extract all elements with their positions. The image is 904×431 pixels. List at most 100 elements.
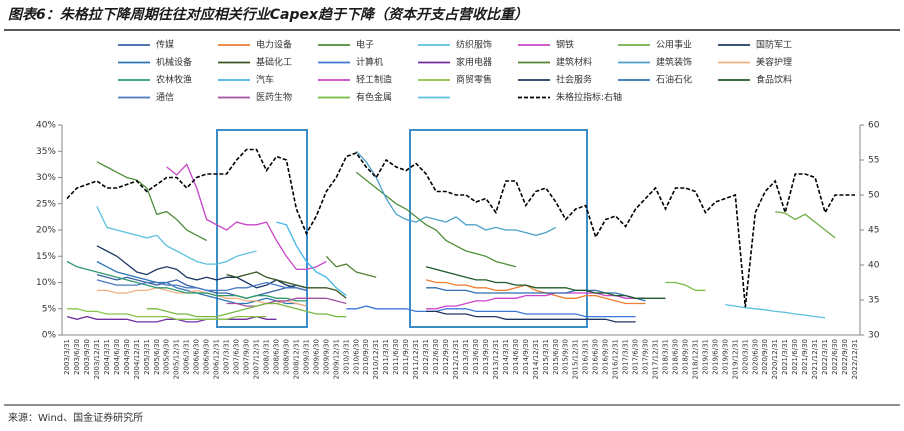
legend-label: 电力设备	[256, 39, 292, 51]
series-line	[355, 150, 557, 236]
legend-label: 汽车	[256, 74, 274, 86]
x-tick-label: 2020/6/30	[751, 339, 759, 375]
x-tick-label: 2007/12/31	[253, 339, 261, 379]
series-line	[66, 315, 277, 323]
series-line	[775, 210, 836, 239]
legend-label: 家用电器	[456, 56, 492, 68]
x-tick-label: 2018/6/30	[671, 339, 679, 375]
x-tick-label: 2003/3/31	[63, 339, 71, 375]
chart-title: 图表6：朱格拉下降周期往往对应相关行业Capex趋于下降（资本开支占营收比重）	[8, 6, 528, 23]
x-tick-label: 2005/3/31	[143, 339, 151, 375]
x-tick-label: 2018/9/30	[681, 339, 689, 375]
x-tick-label: 2015/9/30	[562, 339, 570, 375]
y2-tick-label: 40	[868, 261, 880, 271]
x-tick-label: 2003/12/31	[93, 339, 101, 379]
legend-label: 朱格拉指标:右轴	[556, 91, 622, 103]
x-tick-label: 2011/6/30	[392, 339, 400, 375]
series-line	[96, 161, 517, 268]
x-tick-label: 2015/3/31	[542, 339, 550, 375]
x-tick-label: 2021/9/30	[801, 339, 809, 375]
legend-label: 建筑材料	[556, 56, 592, 68]
x-tick-label: 2013/6/30	[472, 339, 480, 375]
y2-tick-label: 35	[868, 296, 879, 306]
series-line	[346, 305, 636, 318]
x-tick-label: 2007/9/30	[243, 339, 251, 375]
x-tick-label: 2012/6/30	[432, 339, 440, 375]
y-tick-label: 35%	[36, 147, 56, 157]
series-line	[426, 292, 646, 310]
series-line	[66, 148, 855, 308]
x-tick-label: 2012/9/30	[442, 339, 450, 375]
y2-tick-label: 50	[868, 191, 880, 201]
legend-label: 传媒	[156, 39, 174, 51]
legend-label: 农林牧渔	[156, 74, 192, 86]
legend-label: 公用事业	[656, 39, 692, 51]
series-line	[425, 279, 646, 305]
x-tick-label: 2005/6/30	[153, 339, 161, 375]
x-tick-label: 2004/3/31	[103, 339, 111, 375]
x-tick-label: 2007/6/30	[233, 339, 241, 375]
x-tick-label: 2010/12/31	[372, 339, 380, 379]
x-tick-label: 2006/9/30	[203, 339, 211, 375]
x-tick-label: 2017/3/31	[622, 339, 630, 375]
x-tick-label: 2019/12/31	[731, 339, 739, 379]
y-tick-label: 15%	[36, 252, 56, 262]
series-line	[276, 221, 347, 297]
x-tick-label: 2017/9/30	[642, 339, 650, 375]
x-tick-label: 2017/6/30	[632, 339, 640, 375]
x-tick-label: 2013/3/31	[462, 339, 470, 375]
legend-label: 基础化工	[256, 56, 292, 68]
series-line	[226, 297, 347, 307]
x-tick-label: 2003/9/30	[83, 339, 91, 375]
highlight-box	[216, 129, 308, 328]
x-tick-label: 2013/12/31	[492, 339, 500, 379]
series-line	[67, 308, 267, 320]
x-tick-label: 2013/9/30	[482, 339, 490, 375]
series-line	[66, 260, 307, 302]
x-tick-label: 2011/3/31	[382, 339, 390, 375]
x-tick-label: 2017/12/31	[652, 339, 660, 379]
x-tick-label: 2008/3/31	[262, 339, 270, 375]
legend-label: 石油石化	[656, 74, 692, 86]
legend-label: 美容护理	[756, 56, 792, 68]
x-tick-label: 2016/9/30	[602, 339, 610, 375]
x-tick-label: 2011/12/31	[412, 339, 420, 379]
series-line	[426, 287, 646, 302]
x-tick-label: 2010/9/30	[362, 339, 370, 375]
legend-label: 建筑装饰	[656, 56, 692, 68]
legend-label: 计算机	[356, 56, 383, 68]
x-tick-label: 2014/9/30	[522, 339, 530, 375]
x-tick-label: 2016/3/31	[582, 339, 590, 375]
x-tick-label: 2011/9/30	[402, 339, 410, 375]
highlight-box	[409, 129, 588, 328]
legend-label: 轻工制造	[356, 74, 392, 86]
x-tick-label: 2009/9/30	[322, 339, 330, 375]
x-tick-label: 2015/12/31	[572, 339, 580, 379]
x-tick-label: 2018/12/31	[691, 339, 699, 379]
x-tick-label: 2010/6/30	[352, 339, 360, 375]
x-tick-label: 2019/9/30	[721, 339, 729, 375]
x-tick-label: 2014/6/30	[512, 339, 520, 375]
x-tick-label: 2019/3/31	[701, 339, 709, 375]
legend-label: 有色金属	[356, 91, 392, 103]
y-tick-label: 10%	[36, 278, 56, 288]
x-tick-label: 2008/6/30	[272, 339, 280, 375]
y2-tick-label: 45	[868, 226, 879, 236]
x-tick-label: 2012/3/31	[422, 339, 430, 375]
x-tick-label: 2012/12/31	[452, 339, 460, 379]
series-line	[96, 260, 307, 307]
y2-tick-label: 55	[868, 156, 879, 166]
x-tick-label: 2009/3/31	[302, 339, 310, 375]
x-tick-label: 2006/12/31	[213, 339, 221, 379]
x-tick-label: 2008/12/31	[292, 339, 300, 379]
x-tick-label: 2016/12/31	[612, 339, 620, 379]
x-tick-label: 2004/9/30	[123, 339, 131, 375]
x-tick-label: 2021/6/30	[791, 339, 799, 375]
x-tick-label: 2009/6/30	[312, 339, 320, 375]
series-line	[96, 279, 307, 292]
x-tick-label: 2014/12/31	[532, 339, 540, 379]
x-tick-label: 2009/12/31	[332, 339, 340, 379]
x-tick-label: 2006/6/30	[193, 339, 201, 375]
series-line	[325, 255, 377, 278]
